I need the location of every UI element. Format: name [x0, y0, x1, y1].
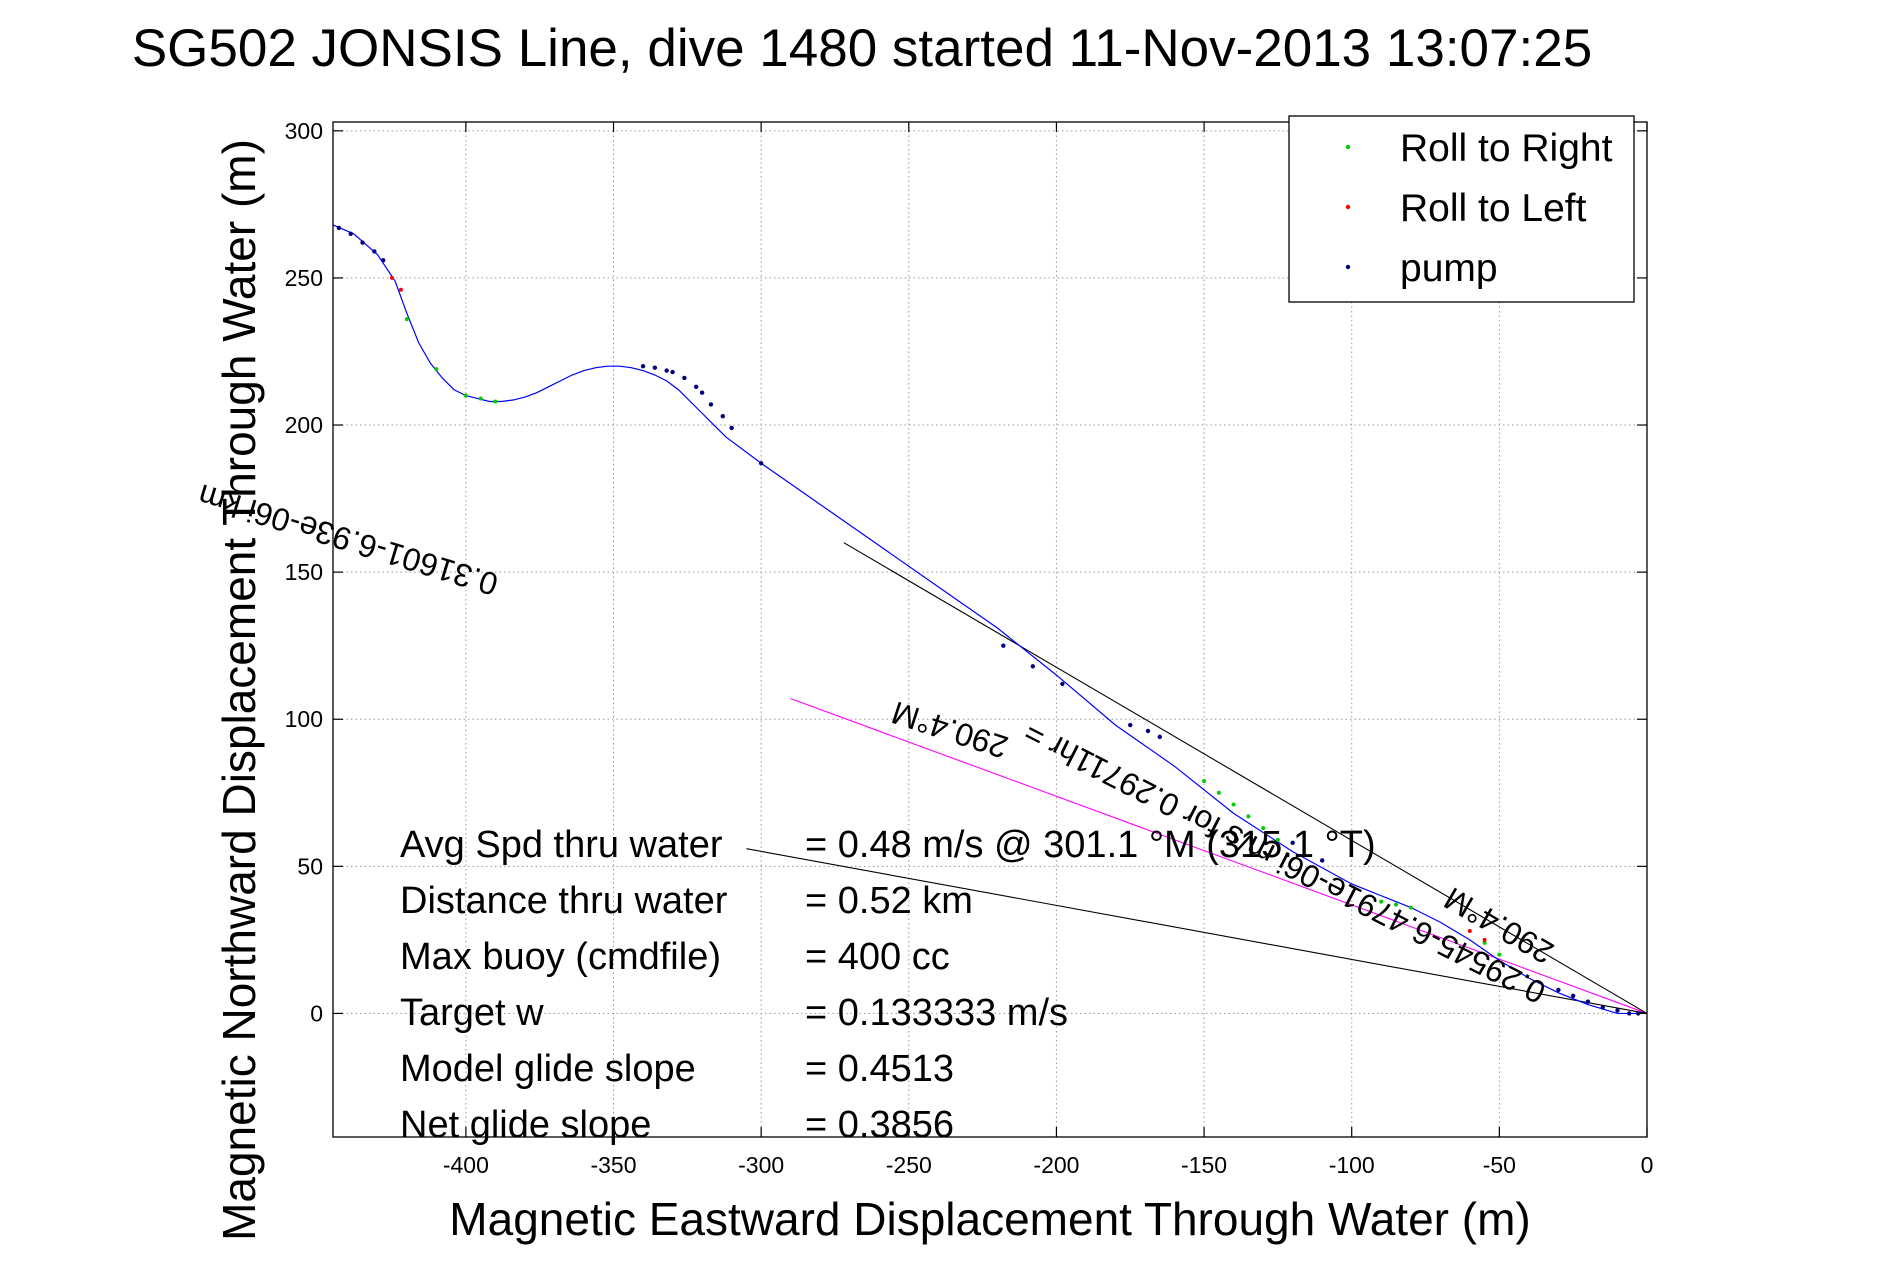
roll-right-point: [1394, 902, 1399, 907]
pump-point: [729, 425, 734, 431]
heading-line-upper: [843, 542, 1648, 1014]
legend-marker: [1345, 144, 1351, 150]
roll-right-point: [478, 396, 483, 401]
chart-title: SG502 JONSIS Line, dive 1480 started 11-…: [132, 19, 1592, 78]
pump-point: [640, 363, 646, 369]
stat-value: = 0.3856: [805, 1104, 954, 1146]
pump-point: [1556, 987, 1561, 993]
roll-right-point: [1261, 826, 1266, 831]
current-vector: [790, 698, 1648, 1014]
stat-label: Max buoy (cmdfile): [400, 936, 721, 978]
x-tick-label: -150: [1181, 1152, 1227, 1178]
y-tick-label: 300: [285, 118, 323, 144]
roll-right-point: [1379, 899, 1384, 904]
stat-value: = 0.4513: [805, 1048, 954, 1090]
x-tick-label: -200: [1033, 1152, 1079, 1178]
stat-label: Avg Spd thru water: [400, 824, 723, 866]
stat-value: = 0.133333 m/s: [805, 992, 1068, 1034]
roll-right-point: [1246, 814, 1251, 819]
roll-right-point: [1231, 802, 1236, 807]
roll-right-point: [1216, 790, 1221, 795]
legend-marker: [1345, 264, 1351, 270]
stats-block: Avg Spd thru water = 0.48 m/s @ 301.1 °M…: [400, 824, 1376, 1146]
roll-left-point: [390, 275, 395, 280]
stat-value: = 0.52 km: [805, 880, 973, 922]
reference-lines: [746, 542, 1648, 1014]
pump-point: [708, 402, 714, 407]
roll-right-point: [463, 393, 468, 398]
pump-point: [652, 365, 658, 370]
pump-point: [693, 384, 699, 389]
y-tick-label: 50: [297, 853, 323, 879]
roll-left-point: [1482, 937, 1487, 942]
pump-point: [720, 414, 725, 419]
y-axis-label: Magnetic Northward Displacement Through …: [213, 139, 265, 1241]
pump-point: [670, 369, 675, 375]
legend-label: pump: [1400, 247, 1498, 290]
pump-point: [1627, 1011, 1632, 1016]
x-tick-label: -250: [886, 1152, 932, 1178]
x-tick-label: -400: [443, 1152, 489, 1178]
y-tick-label: 0: [310, 1000, 323, 1026]
pump-point: [682, 375, 687, 381]
roll-right-point: [1202, 779, 1207, 784]
x-tick-label: -300: [738, 1152, 784, 1178]
pump-point: [1585, 999, 1591, 1004]
pump-point: [1157, 734, 1162, 740]
pump-point: [348, 231, 353, 236]
pump-point: [380, 258, 386, 263]
pump-point: [1030, 664, 1036, 669]
stat-label: Net glide slope: [400, 1104, 651, 1146]
legend: Roll to Right Roll to Left pump: [1288, 115, 1635, 303]
roll-right-point: [1408, 905, 1413, 910]
heading-line-lower: [746, 848, 1648, 1014]
roll-right-point: [1482, 940, 1487, 945]
pump-point: [1319, 858, 1325, 863]
pump-point: [664, 368, 669, 373]
pump-point: [699, 390, 705, 395]
legend-label: Roll to Right: [1400, 127, 1613, 170]
roll-right-point: [1497, 952, 1502, 957]
x-tick-label: -350: [590, 1152, 636, 1178]
pump-point: [1615, 1008, 1620, 1013]
legend-marker: [1345, 204, 1351, 210]
stat-value: = 0.48 m/s @ 301.1 °M (315.1 °T): [805, 824, 1376, 866]
pump-point: [372, 249, 377, 254]
stat-label: Model glide slope: [400, 1048, 696, 1090]
roll-right-point: [493, 399, 498, 404]
y-tick-label: 250: [285, 265, 323, 291]
pump-point: [360, 240, 365, 245]
legend-label: Roll to Left: [1400, 187, 1587, 230]
roll-right-point: [1275, 837, 1280, 842]
y-tick-label: 200: [285, 412, 323, 438]
roll-left-point: [398, 287, 403, 292]
pump-point: [1001, 643, 1006, 648]
stat-value: = 400 cc: [805, 936, 950, 978]
x-tick-label: 0: [1641, 1152, 1654, 1178]
roll-right-point: [434, 367, 439, 372]
x-axis-label: Magnetic Eastward Displacement Through W…: [449, 1193, 1530, 1245]
pump-point: [1290, 840, 1295, 845]
stat-label: Target w: [400, 992, 544, 1034]
pump-point: [758, 461, 764, 466]
roll-left-point: [1467, 929, 1472, 934]
pump-point: [336, 225, 342, 231]
pump-point: [1060, 681, 1065, 687]
pump-point: [1570, 993, 1576, 998]
markers: [336, 225, 1641, 1016]
pump-point: [1600, 1005, 1605, 1010]
axes-frame: [332, 121, 1648, 1138]
track-line: [332, 224, 1647, 1015]
roll-right-point: [404, 317, 409, 322]
y-tick-label: 100: [285, 706, 323, 732]
pump-point: [1128, 722, 1133, 728]
stat-label: Distance thru water: [400, 880, 728, 922]
x-tick-label: -50: [1483, 1152, 1516, 1178]
pump-point: [1145, 728, 1151, 734]
track-series: [332, 224, 1647, 1015]
y-tick-label: 150: [285, 559, 323, 585]
x-tick-label: -100: [1329, 1152, 1375, 1178]
